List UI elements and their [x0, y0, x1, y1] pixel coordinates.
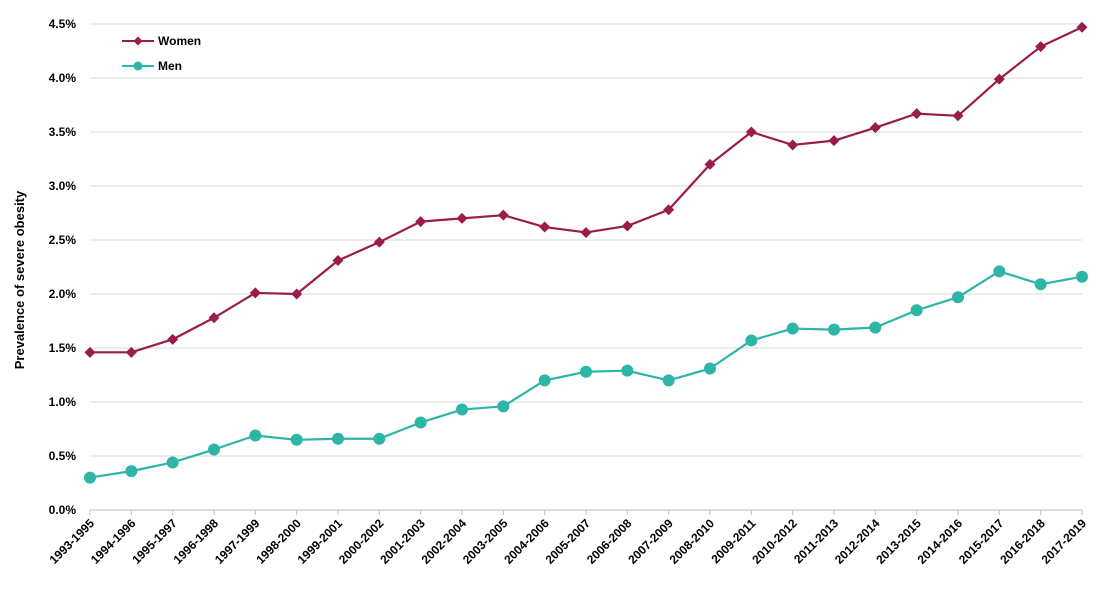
data-point-men: [621, 364, 634, 377]
data-point-women: [539, 221, 551, 233]
series-markers: [84, 21, 1088, 484]
data-point-men: [910, 304, 923, 317]
series-line-women: [90, 26, 1083, 354]
legend-marker-women: [133, 36, 143, 46]
data-point-men: [414, 416, 427, 429]
y-tick-label: 0.5%: [49, 449, 77, 463]
y-tick-label: 0.0%: [49, 503, 77, 517]
data-point-men: [828, 323, 840, 336]
data-point-women: [952, 110, 964, 122]
data-point-men: [125, 465, 138, 478]
data-point-women: [1076, 21, 1088, 33]
x-tick-label: 2008-2010: [667, 516, 718, 567]
data-point-women: [869, 122, 881, 134]
data-point-men: [456, 403, 468, 416]
data-point-men: [1076, 270, 1088, 283]
y-tick-label: 4.0%: [49, 71, 77, 85]
data-point-women: [787, 139, 799, 151]
data-point-men: [208, 443, 220, 456]
data-point-men: [745, 334, 758, 347]
data-point-men: [84, 471, 96, 484]
y-axis-label: Prevalence of severe obesity: [12, 190, 27, 369]
data-point-women: [663, 204, 675, 216]
data-point-women: [456, 212, 468, 224]
data-point-men: [952, 291, 964, 304]
series-lines: [89, 26, 1083, 479]
data-point-men: [869, 321, 882, 334]
data-point-women: [828, 135, 840, 147]
data-point-women: [415, 216, 427, 228]
data-point-men: [538, 374, 551, 387]
data-point-women: [167, 333, 179, 345]
y-tick-label: 4.5%: [49, 17, 77, 31]
data-point-men: [993, 265, 1006, 278]
data-point-women: [208, 312, 220, 324]
legend-label-women: Women: [158, 34, 201, 48]
data-point-women: [373, 236, 385, 248]
data-point-women: [621, 220, 633, 232]
data-point-men: [786, 322, 799, 335]
data-point-women: [249, 287, 261, 299]
data-point-women: [911, 108, 923, 120]
data-point-men: [662, 374, 675, 387]
data-point-women: [745, 126, 757, 138]
data-point-women: [704, 158, 716, 170]
data-point-men: [1034, 278, 1047, 291]
data-point-women: [332, 255, 344, 267]
data-point-men: [497, 400, 510, 413]
legend-marker-men: [133, 61, 143, 71]
gridlines: [90, 23, 1082, 511]
y-tick-label: 2.0%: [49, 287, 77, 301]
x-tick-label: 2017-2019: [1039, 516, 1090, 567]
y-tick-label: 1.0%: [49, 395, 77, 409]
x-tick-label: 2010-2012: [749, 516, 800, 567]
legend: Women Men: [122, 34, 201, 73]
data-point-men: [373, 432, 386, 445]
data-point-men: [290, 433, 303, 446]
data-point-women: [497, 209, 509, 221]
data-point-women: [291, 288, 303, 300]
y-tick-label: 3.5%: [49, 125, 77, 139]
y-tick-label: 2.5%: [49, 233, 77, 247]
data-point-women: [993, 73, 1005, 85]
data-point-men: [249, 429, 262, 442]
y-tick-label: 3.0%: [49, 179, 77, 193]
y-tick-label: 1.5%: [49, 341, 77, 355]
data-point-men: [332, 432, 344, 445]
data-point-men: [704, 362, 716, 375]
x-axis-ticks: 1993-19951994-19961995-19971996-19981997…: [47, 510, 1090, 567]
data-point-women: [125, 346, 137, 358]
data-point-men: [166, 456, 179, 469]
y-axis-ticks: 0.0% 0.5% 1.0% 1.5% 2.0% 2.5% 3.0% 3.5% 4.0% 4.5%: [49, 17, 77, 517]
data-point-men: [580, 365, 592, 378]
data-point-women: [580, 226, 592, 238]
data-point-women: [84, 346, 96, 358]
legend-label-men: Men: [158, 59, 182, 73]
data-point-women: [1035, 41, 1047, 53]
